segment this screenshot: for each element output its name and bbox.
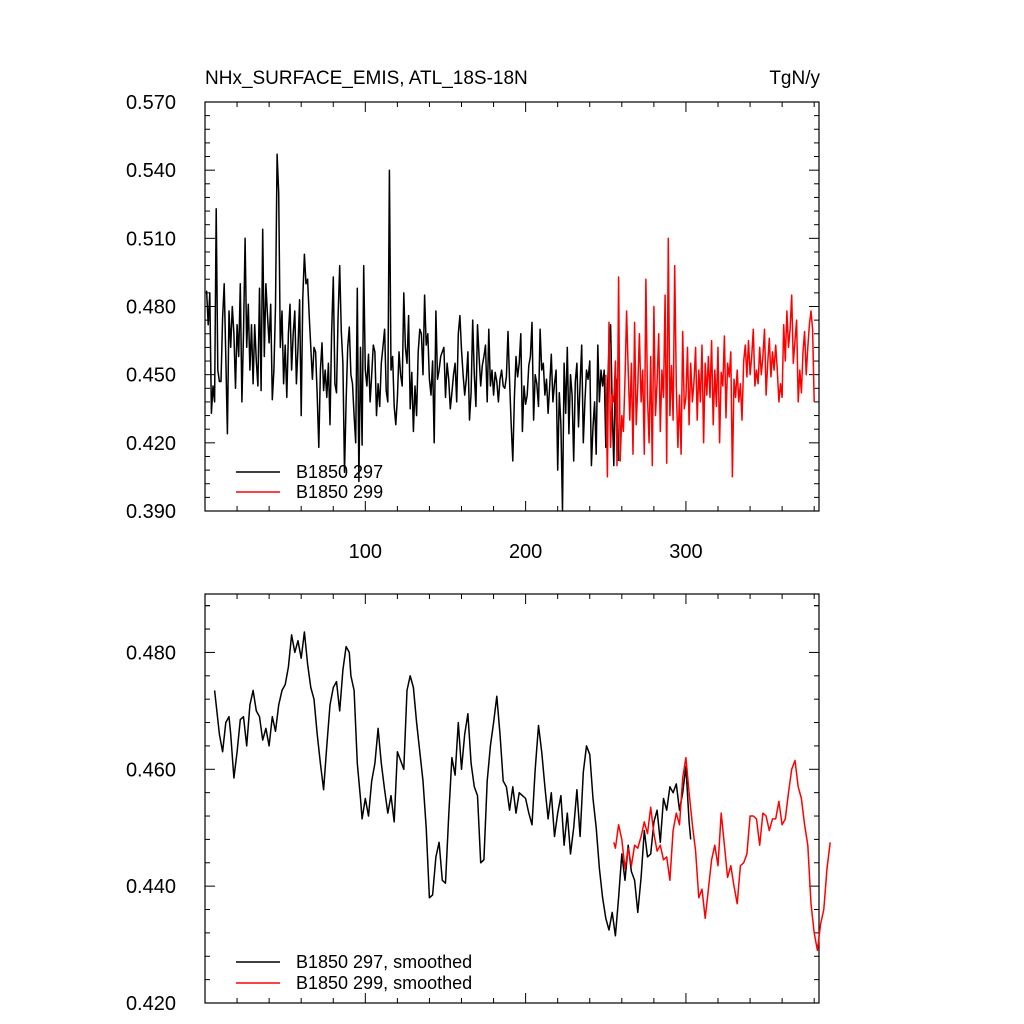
bottom-panel: 0.420 0.440 0.460 0.480 B1850 297, smoothed… <box>126 593 831 1015</box>
top-axis-ticks: 100 200 300 0.390 0.420 0.450 0.480 0.510 0.540 0… <box>126 92 819 563</box>
top-legend-label-1: B1850 297 <box>296 462 383 482</box>
y-tick-label: 0.440 <box>126 876 176 898</box>
x-tick-label: 200 <box>509 541 542 563</box>
y-tick-label: 0.390 <box>126 501 176 523</box>
y-tick-label: 0.460 <box>126 759 176 781</box>
bottom-series-lines <box>213 631 831 952</box>
bottom-plot-frame <box>204 593 820 1004</box>
y-tick-label: 0.480 <box>126 642 176 664</box>
y-tick-label: 0.450 <box>126 365 176 387</box>
bottom-legend-label-1: B1850 297, smoothed <box>296 952 472 972</box>
y-tick-label: 0.510 <box>126 228 176 250</box>
top-series-line-1 <box>205 153 620 512</box>
top-panel: NHx_SURFACE_EMIS, ATL_18S-18N TgN/y 100 2… <box>126 68 821 563</box>
top-legend-label-2: B1850 299 <box>296 482 383 502</box>
bottom-legend: B1850 297, smoothed B1850 299, smoothed <box>236 952 472 993</box>
bottom-series-line-2 <box>613 756 831 952</box>
top-chart-title: NHx_SURFACE_EMIS, ATL_18S-18N <box>205 68 528 89</box>
bottom-series-line-1 <box>213 631 692 937</box>
top-series-lines <box>205 153 815 512</box>
y-tick-label: 0.420 <box>126 993 176 1015</box>
top-legend: B1850 297 B1850 299 <box>236 462 383 502</box>
bottom-axis-ticks: 0.420 0.440 0.460 0.480 <box>126 594 819 1015</box>
y-tick-label: 0.480 <box>126 297 176 319</box>
y-tick-label: 0.420 <box>126 433 176 455</box>
top-series-line-2 <box>605 237 815 478</box>
x-tick-label: 100 <box>349 541 382 563</box>
bottom-legend-label-2: B1850 299, smoothed <box>296 973 472 993</box>
y-tick-label: 0.540 <box>126 160 176 182</box>
x-tick-label: 300 <box>669 541 702 563</box>
y-tick-label: 0.570 <box>126 92 176 114</box>
top-chart-units: TgN/y <box>769 68 820 89</box>
